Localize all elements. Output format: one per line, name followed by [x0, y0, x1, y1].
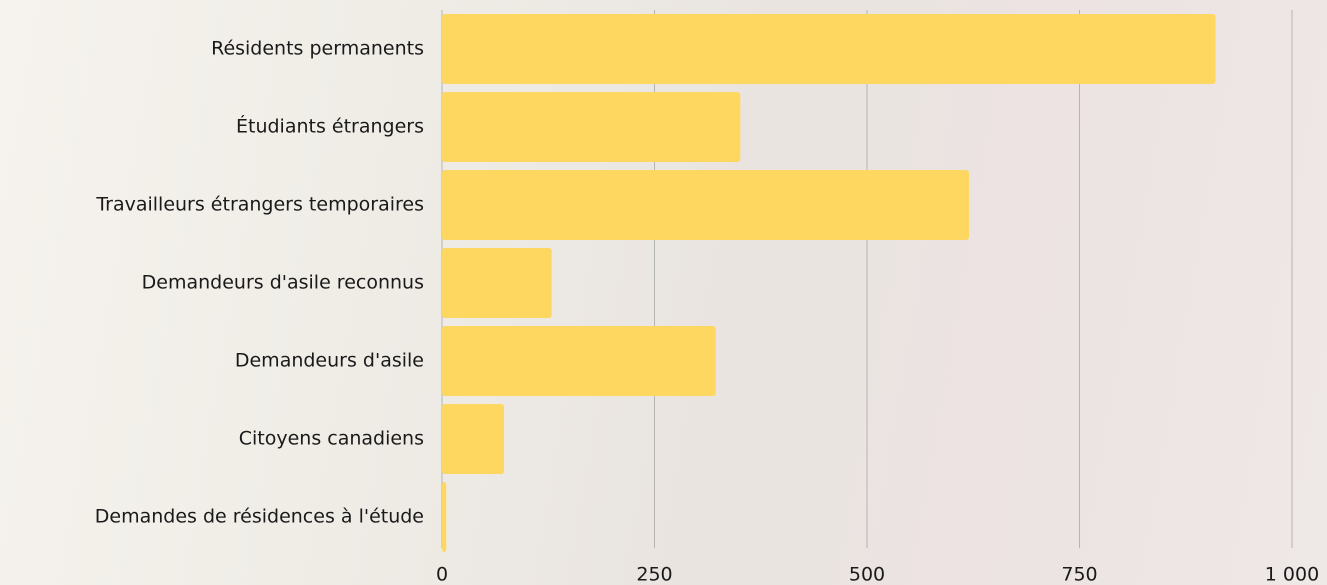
x-tick-label: 750 — [1061, 564, 1097, 585]
y-tick-label: Demandeurs d'asile reconnus — [142, 272, 424, 294]
bar — [442, 170, 969, 240]
bar — [442, 404, 504, 474]
y-tick-label: Résidents permanents — [211, 38, 424, 60]
x-tick-label: 250 — [636, 564, 672, 585]
chart: 0 250 500 750 1 000 Résidents permanents Étudi… — [0, 0, 1327, 585]
y-tick-label: Citoyens canadiens — [239, 428, 424, 450]
page: 0 250 500 750 1 000 Résidents permanents Étudi… — [0, 0, 1327, 585]
bar — [442, 482, 446, 552]
x-tick-label: 1 000 — [1265, 564, 1319, 585]
bar — [442, 326, 716, 396]
y-tick-label: Demandes de résidences à l'étude — [95, 506, 424, 528]
bar — [442, 92, 740, 162]
x-tick-label: 0 — [436, 564, 448, 585]
bar — [442, 248, 552, 318]
y-tick-label: Étudiants étrangers — [236, 115, 424, 138]
y-tick-label: Travailleurs étrangers temporaires — [95, 194, 424, 216]
y-tick-label: Demandeurs d'asile — [235, 350, 424, 372]
bar — [442, 14, 1216, 84]
x-tick-label: 500 — [849, 564, 885, 585]
